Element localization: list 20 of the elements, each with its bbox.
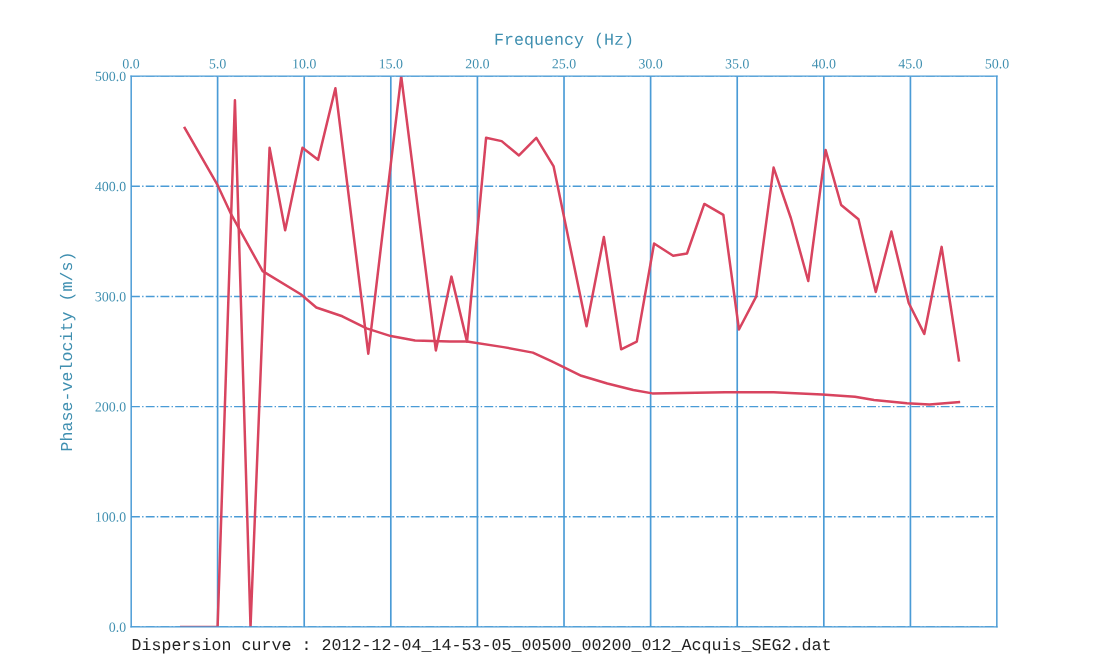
x-tick-label: 15.0	[379, 59, 403, 69]
y-tick-label: 400.0	[95, 181, 126, 192]
y-tick-label: 200.0	[95, 402, 126, 412]
y-tick-label: 300.0	[95, 292, 126, 302]
x-tick-label: 5.0	[209, 59, 226, 69]
text: Dispersion curve : 2012-12-04_14-53-05_00500_00200_012_Acquis_SEG2.dat	[132, 638, 830, 654]
y-tick-label: 500.0	[95, 71, 126, 82]
x-tick-label: 30.0	[639, 59, 663, 69]
x-tick-label: 10.0	[293, 59, 316, 69]
x-tick-label: 35.0	[725, 59, 749, 69]
x-axis-title: Frequency (Hz)	[495, 32, 632, 49]
y-tick-label: 100.0	[96, 512, 126, 522]
x-tick-label: 20.0	[465, 59, 490, 69]
x-tick-label: 25.0	[552, 59, 576, 69]
x-tick-label: 45.0	[898, 59, 923, 69]
x-tick-label: 0.0	[122, 59, 140, 69]
y-axis-title: Phase-velocity (m/s)	[59, 254, 76, 451]
y-tick-label: 0.0	[109, 622, 126, 632]
x-tick-label: 40.0	[811, 59, 836, 69]
x-tick-label: 50.0	[985, 59, 1009, 69]
